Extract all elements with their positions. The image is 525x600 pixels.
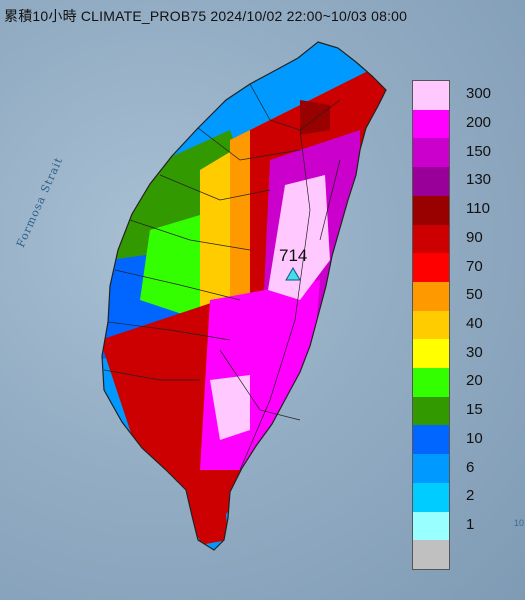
legend-swatch <box>413 109 449 139</box>
island-outline <box>101 41 387 551</box>
legend-swatch <box>413 540 449 570</box>
max-point-triangle-icon <box>285 267 301 281</box>
legend-swatch <box>413 253 449 283</box>
legend-label: 15 <box>466 401 483 419</box>
legend-label: 150 <box>466 142 492 160</box>
legend-swatch <box>413 224 449 254</box>
legend-label: 30 <box>466 343 483 361</box>
edge-digit: 10 <box>514 518 525 528</box>
county-borders <box>103 83 341 471</box>
legend-label: 6 <box>466 458 475 476</box>
legend-swatch <box>413 195 449 226</box>
legend-swatch <box>413 454 449 484</box>
max-rainfall-value: 714 <box>279 246 308 265</box>
legend-label: 110 <box>466 200 490 218</box>
legend-swatch <box>413 511 449 541</box>
legend-swatch <box>413 368 449 398</box>
legend-label: 10 <box>466 429 483 447</box>
legend-label: 130 <box>466 171 492 189</box>
legend-swatch <box>413 396 449 426</box>
legend-label: 70 <box>466 257 483 275</box>
legend-swatch <box>413 310 449 340</box>
rain-zone-max-pink <box>268 175 330 300</box>
legend-swatch <box>413 281 449 312</box>
legend-swatch <box>413 482 449 513</box>
legend-label: 300 <box>466 85 492 103</box>
rain-zone-south-red <box>195 500 228 545</box>
legend-swatch <box>413 138 449 168</box>
legend-label: 40 <box>466 315 483 332</box>
rain-zone-dark-red <box>300 100 330 135</box>
legend-label: 20 <box>466 372 483 390</box>
legend-swatch <box>413 425 449 455</box>
legend-label: 2 <box>466 487 475 505</box>
legend-label: 1 <box>466 515 475 533</box>
map-title: 累積10小時 CLIMATE_PROB75 2024/10/02 22:00~1… <box>4 8 408 24</box>
rain-zone-south-pink <box>210 375 250 440</box>
legend-label: 50 <box>466 286 483 304</box>
legend-swatch <box>413 81 449 111</box>
legend-label: 200 <box>466 114 492 132</box>
legend-swatch <box>413 167 449 197</box>
legend-label: 90 <box>466 228 483 246</box>
legend <box>412 80 450 570</box>
legend-swatch <box>413 339 449 369</box>
